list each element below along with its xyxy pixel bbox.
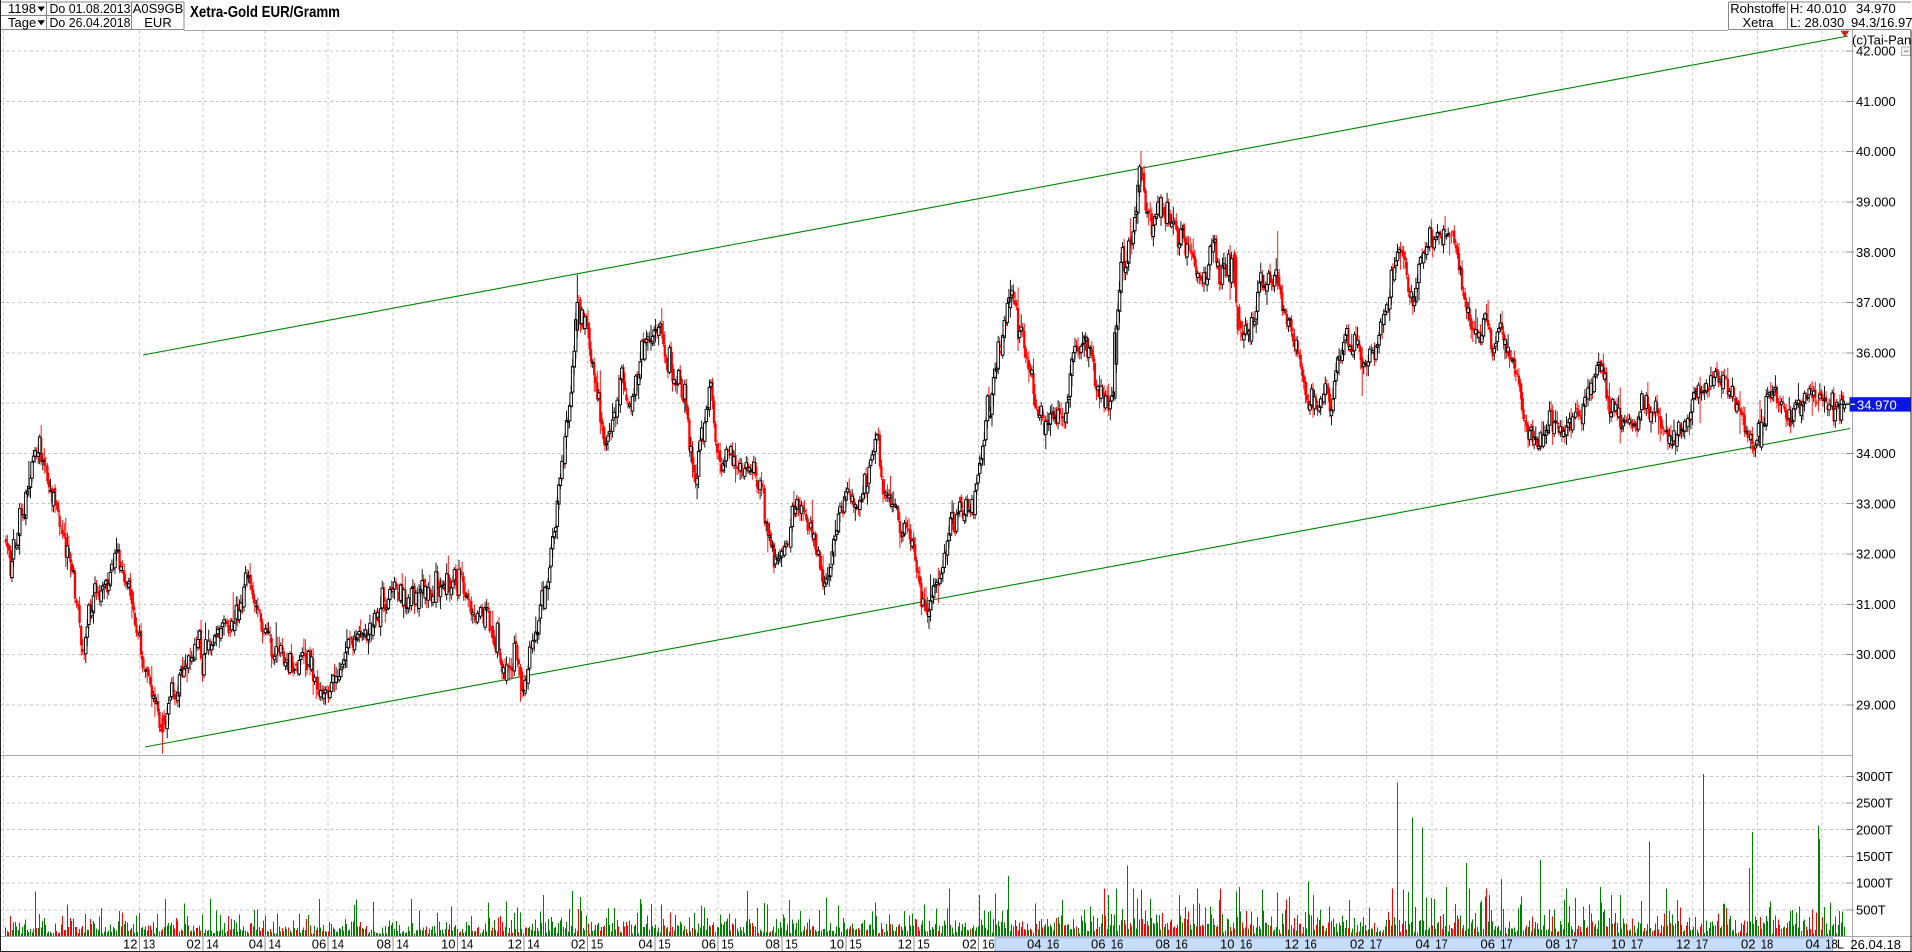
svg-text:08: 08: [1156, 937, 1170, 952]
svg-text:16: 16: [1047, 937, 1060, 952]
svg-text:Xetra: Xetra: [1742, 15, 1774, 30]
svg-text:37.000: 37.000: [1856, 295, 1896, 310]
svg-text:40.000: 40.000: [1856, 144, 1896, 159]
svg-text:34.970: 34.970: [1856, 1, 1896, 16]
svg-text:L: L: [1837, 937, 1844, 952]
svg-text:L: 28.030: L: 28.030: [1790, 15, 1844, 30]
svg-text:14: 14: [206, 937, 219, 952]
svg-text:32.000: 32.000: [1856, 547, 1896, 562]
svg-text:39.000: 39.000: [1856, 195, 1896, 210]
svg-text:06: 06: [312, 937, 326, 952]
svg-text:14: 14: [332, 937, 345, 952]
svg-text:30.000: 30.000: [1856, 647, 1896, 662]
svg-text:500T: 500T: [1856, 902, 1886, 917]
svg-text:EUR: EUR: [144, 15, 171, 30]
svg-text:14: 14: [269, 937, 282, 952]
svg-text:16: 16: [1111, 937, 1124, 952]
svg-text:06: 06: [1481, 937, 1495, 952]
svg-text:04: 04: [1027, 937, 1041, 952]
svg-text:17: 17: [1631, 937, 1644, 952]
svg-text:04: 04: [249, 937, 263, 952]
svg-text:08: 08: [377, 937, 391, 952]
svg-text:10: 10: [1611, 937, 1625, 952]
svg-text:33.000: 33.000: [1856, 496, 1896, 511]
svg-text:02: 02: [1741, 937, 1755, 952]
svg-text:17: 17: [1565, 937, 1578, 952]
svg-text:17: 17: [1370, 937, 1383, 952]
svg-text:Rohstoffe: Rohstoffe: [1730, 1, 1785, 16]
svg-text:18: 18: [1761, 937, 1774, 952]
svg-text:04: 04: [1416, 937, 1430, 952]
svg-text:29.000: 29.000: [1856, 698, 1896, 713]
svg-text:13: 13: [143, 937, 156, 952]
svg-text:08: 08: [766, 937, 780, 952]
svg-text:34.970: 34.970: [1857, 397, 1897, 412]
svg-text:12: 12: [123, 937, 137, 952]
svg-text:94.3/16.97: 94.3/16.97: [1851, 15, 1912, 30]
svg-text:16: 16: [1240, 937, 1253, 952]
svg-text:10: 10: [441, 937, 455, 952]
svg-text:(c)Tai-Pan: (c)Tai-Pan: [1852, 33, 1911, 48]
svg-text:15: 15: [917, 937, 930, 952]
svg-text:15: 15: [591, 937, 604, 952]
svg-text:12: 12: [1285, 937, 1299, 952]
svg-text:26.04.18: 26.04.18: [1850, 937, 1901, 952]
svg-text:1500T: 1500T: [1856, 849, 1893, 864]
svg-text:Do 01.08.2013: Do 01.08.2013: [50, 1, 131, 16]
svg-text:18: 18: [1825, 937, 1838, 952]
svg-text:2500T: 2500T: [1856, 796, 1893, 811]
svg-text:08: 08: [1546, 937, 1560, 952]
svg-text:A0S9GB: A0S9GB: [133, 1, 184, 16]
svg-text:15: 15: [785, 937, 798, 952]
svg-text:17: 17: [1696, 937, 1709, 952]
svg-text:02: 02: [571, 937, 585, 952]
svg-text:34.000: 34.000: [1856, 446, 1896, 461]
svg-text:3000T: 3000T: [1856, 769, 1893, 784]
svg-text:14: 14: [527, 937, 540, 952]
svg-text:04: 04: [639, 937, 653, 952]
svg-text:31.000: 31.000: [1856, 597, 1896, 612]
svg-text:17: 17: [1500, 937, 1513, 952]
svg-text:1000T: 1000T: [1856, 876, 1893, 891]
svg-text:16: 16: [1304, 937, 1317, 952]
svg-text:12: 12: [508, 937, 522, 952]
svg-text:H: 40.010: H: 40.010: [1790, 1, 1846, 16]
svg-text:38.000: 38.000: [1856, 245, 1896, 260]
svg-text:14: 14: [396, 937, 409, 952]
svg-text:42.000: 42.000: [1856, 44, 1896, 59]
svg-text:06: 06: [1091, 937, 1105, 952]
svg-text:06: 06: [702, 937, 716, 952]
svg-text:Tage: Tage: [8, 15, 36, 30]
svg-text:36.000: 36.000: [1856, 345, 1896, 360]
svg-text:02: 02: [1350, 937, 1364, 952]
svg-text:15: 15: [721, 937, 734, 952]
svg-text:10: 10: [1220, 937, 1234, 952]
svg-text:15: 15: [849, 937, 862, 952]
svg-text:Do 26.04.2018: Do 26.04.2018: [50, 15, 131, 30]
svg-text:14: 14: [461, 937, 474, 952]
svg-text:10: 10: [830, 937, 844, 952]
svg-text:1198: 1198: [8, 1, 36, 16]
svg-text:16: 16: [1175, 937, 1188, 952]
svg-text:41.000: 41.000: [1856, 94, 1896, 109]
svg-text:12: 12: [1676, 937, 1690, 952]
svg-text:16: 16: [982, 937, 995, 952]
svg-text:Xetra-Gold EUR/Gramm: Xetra-Gold EUR/Gramm: [190, 4, 340, 21]
svg-text:2000T: 2000T: [1856, 822, 1893, 837]
svg-text:02: 02: [962, 937, 976, 952]
svg-text:12: 12: [898, 937, 912, 952]
svg-text:17: 17: [1435, 937, 1448, 952]
svg-text:15: 15: [658, 937, 671, 952]
svg-text:02: 02: [187, 937, 201, 952]
svg-text:04: 04: [1806, 937, 1820, 952]
